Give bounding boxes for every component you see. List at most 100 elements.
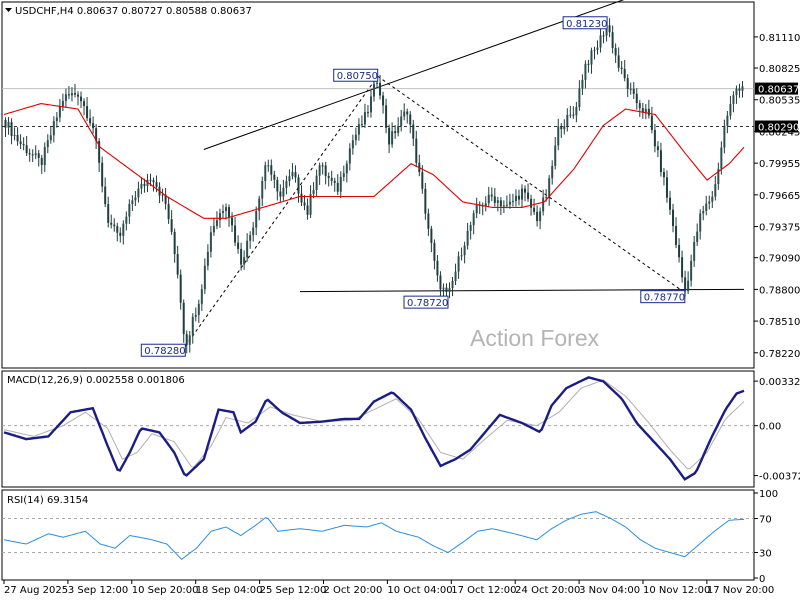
time-tick-label: 25 Sep 12:00 xyxy=(260,585,327,596)
candle-body xyxy=(155,182,158,187)
candle-body xyxy=(662,172,665,178)
candle-body xyxy=(629,88,632,90)
candle-body xyxy=(394,131,397,134)
candle-body xyxy=(647,108,650,116)
candle-body xyxy=(273,174,276,180)
candle-body xyxy=(285,181,288,188)
candle-body xyxy=(303,202,306,206)
candle-body xyxy=(288,176,291,182)
candle-body xyxy=(297,177,300,194)
candle-body xyxy=(684,277,687,292)
candle-body xyxy=(4,119,7,128)
candle-body xyxy=(511,201,514,203)
candle-body xyxy=(469,225,472,231)
swing-labels: 0.81230 0.80750 0.78720 0.78770 0.78280 xyxy=(140,16,686,357)
svg-text:0.78280: 0.78280 xyxy=(144,346,185,357)
macd-grid: 0.003321 0.00 -0.003723 xyxy=(2,377,800,483)
price-tick-label: 0.79665 xyxy=(759,191,800,202)
candle-body xyxy=(249,235,252,241)
candle-body xyxy=(605,25,608,36)
candle-body xyxy=(611,32,614,48)
candle-body xyxy=(536,211,539,222)
candle-body xyxy=(584,63,587,80)
candle-body xyxy=(533,207,536,212)
time-tick-label: 2 Oct 20:00 xyxy=(323,585,382,596)
candle-body xyxy=(80,96,83,102)
candle-body xyxy=(566,114,569,127)
candle-body xyxy=(107,204,110,223)
candle-body xyxy=(620,67,623,69)
candle-body xyxy=(300,193,303,203)
candle-body xyxy=(369,96,372,113)
candle-body xyxy=(279,191,282,197)
candle-body xyxy=(496,200,499,203)
candle-body xyxy=(131,200,134,204)
svg-text:0.80637: 0.80637 xyxy=(758,85,799,96)
candle-body xyxy=(403,111,406,117)
candle-body xyxy=(225,207,227,212)
candle-body xyxy=(424,188,427,214)
candle-body xyxy=(436,260,439,276)
candle-body xyxy=(421,172,424,189)
candle-body xyxy=(104,186,107,205)
candle-body xyxy=(291,172,294,177)
candle-body xyxy=(382,95,385,106)
candle-body xyxy=(89,118,92,124)
candle-body xyxy=(363,112,366,125)
candle-body xyxy=(64,94,67,101)
candle-body xyxy=(315,175,318,191)
candle-body xyxy=(678,244,681,258)
candle-body xyxy=(122,223,125,236)
candle-body xyxy=(49,135,52,141)
candle-body xyxy=(312,190,315,195)
candle-body xyxy=(708,201,711,204)
swing-label: 0.80750 xyxy=(333,68,379,82)
time-tick-label: 24 Oct 20:00 xyxy=(515,585,580,596)
candle-body xyxy=(149,179,152,181)
candle-body xyxy=(173,231,176,255)
candle-body xyxy=(720,147,723,169)
candle-body xyxy=(593,49,596,51)
candle-body xyxy=(681,257,684,278)
candle-body xyxy=(502,205,505,207)
candle-body xyxy=(412,124,415,139)
candle-body xyxy=(723,125,726,148)
candle-body xyxy=(675,226,678,245)
candle-body xyxy=(231,217,234,226)
candle-body xyxy=(176,254,179,275)
price-tick-label: 0.80535 xyxy=(759,96,800,107)
candle-body xyxy=(243,257,246,265)
rsi-tick-label: 70 xyxy=(759,515,772,526)
candle-body xyxy=(548,178,551,197)
candle-body xyxy=(650,115,653,131)
candle-body xyxy=(366,112,369,114)
candle-body xyxy=(348,148,351,164)
candle-body xyxy=(644,108,647,113)
candle-body xyxy=(551,165,554,179)
candle-body xyxy=(330,177,333,181)
candle-body xyxy=(267,165,270,167)
candle-body xyxy=(460,255,463,257)
candle-body xyxy=(318,165,321,176)
candle-body xyxy=(164,194,167,205)
candle-body xyxy=(7,122,10,128)
candle-body xyxy=(137,188,140,198)
candle-body xyxy=(324,165,327,176)
candle-body xyxy=(569,114,572,116)
candle-body xyxy=(554,145,557,166)
candle-body xyxy=(499,200,502,207)
price-panel-border xyxy=(1,1,755,369)
candle-body xyxy=(167,204,170,220)
candle-body xyxy=(143,183,146,186)
candle-body xyxy=(578,88,581,108)
chart-menu-icon[interactable] xyxy=(5,8,12,12)
candle-body xyxy=(140,183,143,189)
candle-body xyxy=(354,134,357,141)
svg-text:0.78770: 0.78770 xyxy=(644,293,685,304)
trendlines xyxy=(184,0,745,347)
candle-body xyxy=(587,63,590,65)
candle-body xyxy=(617,55,620,68)
candle-body xyxy=(391,131,394,145)
candle-body xyxy=(451,280,454,289)
